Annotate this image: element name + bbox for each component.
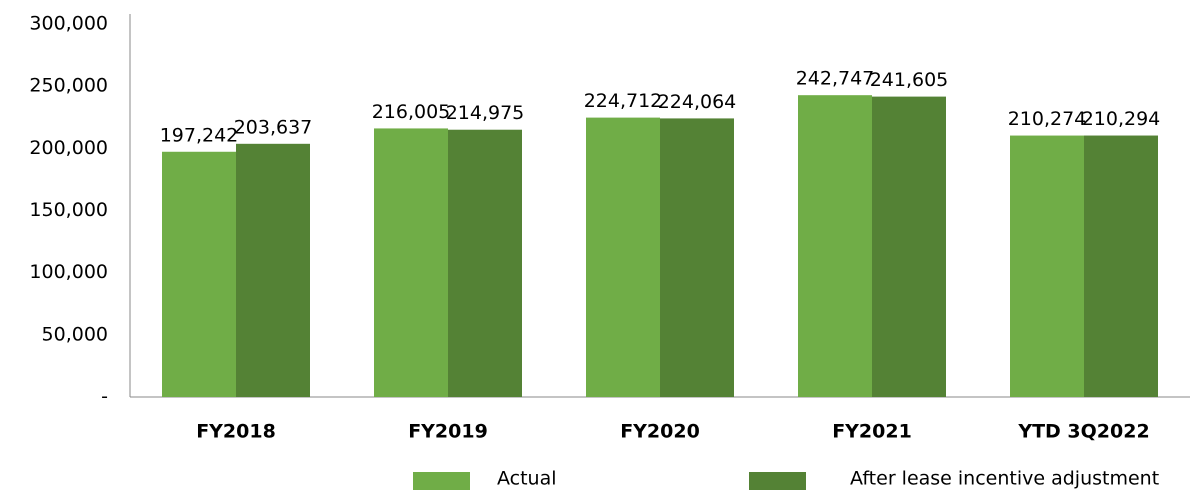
data-label: 210,294 xyxy=(1082,108,1161,130)
bar xyxy=(586,117,660,397)
y-tick-label: 100,000 xyxy=(29,261,108,283)
y-tick-label: 150,000 xyxy=(29,199,108,221)
bar xyxy=(660,118,734,397)
data-label: 224,064 xyxy=(658,91,737,113)
data-label: 197,242 xyxy=(160,124,239,146)
bar xyxy=(798,95,872,397)
data-label: 216,005 xyxy=(372,101,451,123)
bar xyxy=(872,96,946,398)
bar xyxy=(1084,135,1158,397)
legend-label: Actual xyxy=(497,468,557,490)
bar xyxy=(1010,135,1084,397)
bar xyxy=(236,143,310,397)
legend-swatch xyxy=(413,472,470,490)
data-label: 224,712 xyxy=(584,90,663,112)
legend-swatch xyxy=(749,472,806,490)
x-tick-label: FY2021 xyxy=(832,421,912,443)
y-tick-label: 250,000 xyxy=(29,75,108,97)
x-tick-label: FY2020 xyxy=(620,421,700,443)
data-label: 210,274 xyxy=(1008,108,1087,130)
y-tick-label: - xyxy=(101,386,108,408)
x-tick-label: YTD 3Q2022 xyxy=(1017,421,1149,443)
bar xyxy=(448,129,522,397)
data-label: 241,605 xyxy=(870,69,949,91)
x-tick-label: FY2018 xyxy=(196,421,276,443)
y-tick-label: 200,000 xyxy=(29,137,108,159)
data-label: 203,637 xyxy=(234,116,313,138)
x-tick-label: FY2019 xyxy=(408,421,488,443)
legend-label: After lease incentive adjustment xyxy=(850,468,1159,490)
y-tick-label: 50,000 xyxy=(42,323,108,345)
bar xyxy=(162,151,236,397)
bar xyxy=(374,128,448,397)
data-label: 242,747 xyxy=(796,68,875,90)
y-tick-label: 300,000 xyxy=(29,13,108,35)
data-label: 214,975 xyxy=(446,102,525,124)
